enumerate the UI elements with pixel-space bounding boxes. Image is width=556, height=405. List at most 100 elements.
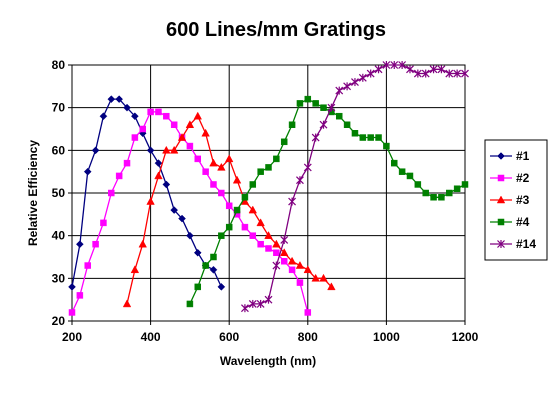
data-point bbox=[139, 125, 146, 133]
data-point bbox=[130, 265, 140, 274]
data-point bbox=[107, 95, 116, 103]
data-point bbox=[185, 120, 195, 128]
x-tick-label: 600 bbox=[219, 330, 239, 344]
data-point bbox=[194, 283, 202, 291]
data-point bbox=[233, 206, 241, 214]
data-point bbox=[273, 249, 280, 256]
data-point bbox=[343, 82, 352, 91]
y-tick-label: 70 bbox=[52, 101, 66, 115]
y-tick-label: 20 bbox=[52, 314, 66, 328]
data-point bbox=[288, 266, 296, 274]
data-point bbox=[296, 100, 304, 107]
data-point bbox=[327, 282, 336, 291]
x-tick-label: 1000 bbox=[373, 330, 400, 344]
data-point bbox=[76, 292, 84, 299]
data-point bbox=[319, 120, 328, 129]
data-point bbox=[304, 309, 312, 316]
data-point bbox=[224, 154, 234, 163]
data-point bbox=[264, 295, 273, 304]
data-point bbox=[461, 69, 469, 78]
data-point bbox=[248, 299, 257, 308]
series-4 bbox=[186, 95, 469, 308]
data-point bbox=[123, 159, 131, 167]
x-tick-label: 800 bbox=[298, 330, 318, 344]
data-point bbox=[358, 73, 367, 82]
data-point bbox=[280, 138, 288, 146]
data-point bbox=[335, 86, 344, 95]
data-point bbox=[76, 240, 84, 249]
data-point bbox=[445, 69, 454, 78]
data-point bbox=[272, 239, 281, 248]
data-point bbox=[146, 146, 155, 155]
data-point bbox=[146, 197, 155, 205]
data-point bbox=[257, 240, 264, 248]
data-point bbox=[351, 78, 359, 87]
data-point bbox=[194, 155, 202, 163]
data-point bbox=[359, 134, 367, 141]
data-point bbox=[232, 175, 242, 184]
data-point bbox=[421, 69, 430, 78]
y-tick-label: 60 bbox=[52, 143, 66, 157]
data-point bbox=[437, 65, 446, 74]
data-point bbox=[296, 176, 304, 185]
data-point bbox=[162, 145, 171, 154]
data-point bbox=[304, 95, 312, 103]
data-point bbox=[390, 61, 399, 69]
series-line bbox=[71, 98, 222, 288]
legend-swatch-marker bbox=[497, 218, 505, 226]
data-point bbox=[241, 194, 249, 201]
data-point bbox=[201, 128, 210, 137]
legend-label: #1 bbox=[516, 149, 530, 163]
legend-item: #14 bbox=[490, 237, 536, 251]
data-point bbox=[154, 159, 163, 167]
data-point bbox=[83, 167, 92, 176]
data-point bbox=[248, 205, 258, 214]
data-point bbox=[279, 248, 289, 256]
data-point bbox=[398, 61, 407, 69]
y-axis-label: Relative Efficiency bbox=[26, 140, 40, 246]
data-point bbox=[249, 181, 257, 188]
data-point bbox=[280, 235, 289, 244]
data-point bbox=[265, 245, 272, 252]
data-point bbox=[413, 69, 422, 78]
data-point bbox=[391, 159, 398, 167]
data-point bbox=[68, 283, 76, 291]
series-5 bbox=[240, 61, 469, 313]
legend-swatch-marker bbox=[496, 195, 506, 204]
legend-label: #2 bbox=[516, 171, 530, 185]
data-point bbox=[303, 163, 312, 172]
data-point bbox=[375, 134, 382, 141]
data-point bbox=[170, 121, 178, 128]
data-point bbox=[343, 121, 351, 128]
data-point bbox=[367, 134, 374, 141]
data-point bbox=[115, 95, 124, 103]
x-tick-label: 1200 bbox=[452, 330, 479, 344]
data-point bbox=[249, 232, 257, 239]
data-point bbox=[209, 265, 218, 274]
data-point bbox=[256, 299, 265, 308]
data-point bbox=[335, 112, 343, 120]
y-tick-label: 40 bbox=[52, 229, 66, 243]
data-point bbox=[264, 231, 273, 239]
y-tick-label: 80 bbox=[52, 58, 66, 72]
data-point bbox=[202, 262, 209, 269]
data-point bbox=[210, 253, 217, 261]
data-point bbox=[311, 273, 320, 282]
data-point bbox=[320, 104, 327, 111]
data-point bbox=[138, 239, 147, 248]
data-point bbox=[210, 181, 217, 188]
data-point bbox=[438, 194, 445, 201]
legend-label: #3 bbox=[516, 193, 530, 207]
data-point bbox=[422, 189, 429, 197]
y-tick-label: 50 bbox=[52, 186, 66, 200]
data-point bbox=[406, 172, 414, 180]
data-point bbox=[430, 194, 437, 201]
data-point bbox=[429, 65, 438, 74]
data-point bbox=[295, 261, 305, 269]
data-point bbox=[177, 133, 187, 141]
data-point bbox=[288, 197, 297, 206]
data-point bbox=[162, 180, 171, 189]
legend-item: #2 bbox=[490, 171, 530, 185]
legend-swatch-marker bbox=[497, 240, 505, 248]
